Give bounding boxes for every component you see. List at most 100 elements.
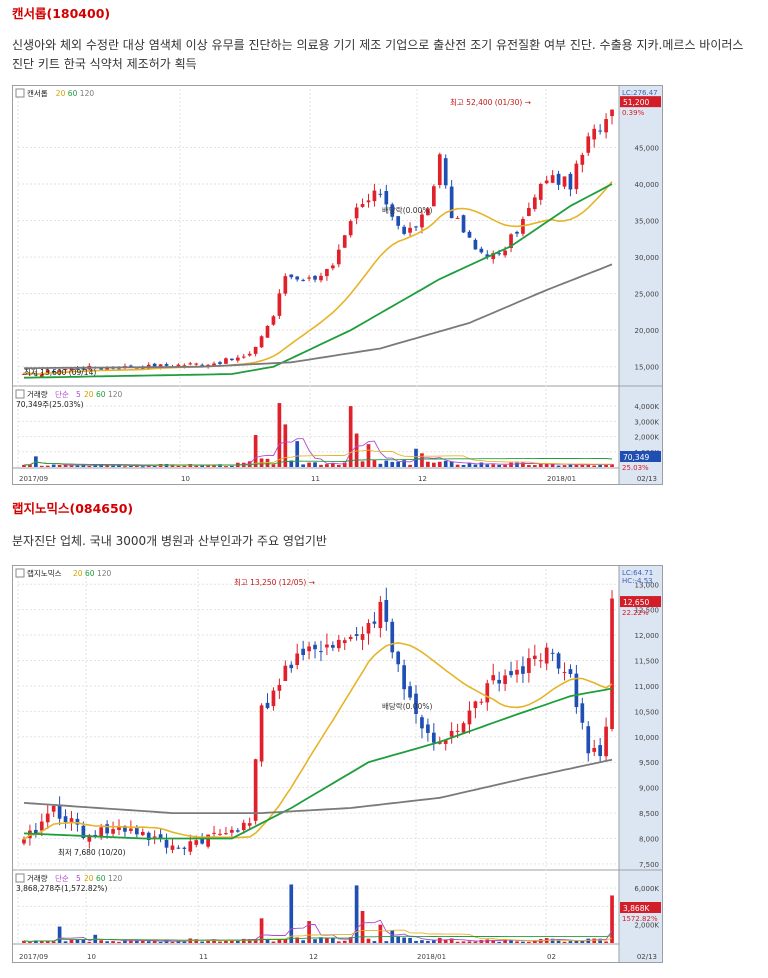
- candle-body: [378, 601, 383, 629]
- volume-bar: [426, 461, 430, 467]
- chart-frame: [12, 85, 663, 485]
- main-legend: 캔서롭 20 60 120: [15, 88, 94, 98]
- candle-body: [22, 373, 26, 375]
- candle-body: [449, 730, 454, 737]
- candle-body: [443, 158, 448, 186]
- candle-body: [75, 368, 80, 370]
- last-volume-pct: 1572.82%: [622, 915, 658, 923]
- volume-bar: [212, 465, 216, 467]
- volume-bar: [200, 941, 205, 943]
- candle-body: [331, 265, 335, 269]
- volume-bar: [99, 940, 104, 943]
- candle-body: [259, 705, 264, 762]
- candle-body: [123, 826, 127, 832]
- candle-body: [117, 368, 121, 370]
- volume-bar: [277, 403, 282, 467]
- candle-body: [63, 816, 68, 823]
- candle-body: [99, 368, 104, 370]
- candle-body: [307, 646, 311, 652]
- volume-bar: [289, 460, 294, 467]
- volume-bar: [515, 462, 519, 467]
- volume-bar: [75, 939, 80, 943]
- volume-bar: [123, 466, 127, 468]
- volume-bar: [51, 464, 56, 467]
- volume-bar: [331, 462, 335, 467]
- volume-bar: [408, 937, 412, 943]
- volume-bar: [45, 941, 50, 943]
- legend-ma-120: 120: [97, 569, 112, 578]
- volume-bar: [396, 461, 401, 467]
- volume-bar: [105, 465, 109, 467]
- volume-ma-60-line: [23, 457, 613, 466]
- volume-legend-ma-label: 단순: [55, 389, 69, 399]
- volume-legend: 거래량 단순 5 20 60 120: [15, 873, 123, 883]
- candle-body: [319, 275, 323, 281]
- main-legend: 랩지노믹스 20 60 120: [15, 568, 112, 578]
- volume-bar: [384, 941, 389, 943]
- y-tick-label: 8,000: [639, 835, 659, 843]
- volume-bar: [111, 941, 115, 943]
- candle-body: [200, 838, 205, 844]
- y-tick-label: 8,500: [639, 810, 659, 818]
- volume-bar: [443, 460, 448, 467]
- ma-120-line: [23, 263, 613, 370]
- volume-bar: [431, 940, 436, 943]
- candle-body: [586, 136, 591, 153]
- candle-body: [313, 275, 317, 280]
- stock-title-2: 랩지노믹스(084650): [12, 501, 134, 516]
- y-tick-label: 7,500: [639, 861, 659, 869]
- volume-bar: [402, 460, 406, 467]
- volume-bar: [224, 940, 228, 943]
- stock-description-1: 신생아와 체외 수정란 대상 염색체 이상 유무를 진단하는 의료용 기기 제조…: [12, 38, 744, 71]
- stock-chart-2: 7,500 8,000 8,500 9,000 9,500 10,000 10,500 11,…: [12, 565, 663, 963]
- y-tick-label: 30,000: [635, 254, 660, 262]
- candle-body: [473, 239, 478, 250]
- volume-bar: [295, 937, 300, 943]
- last-price-box: [620, 96, 661, 108]
- volume-bar: [497, 464, 502, 467]
- candle-body: [194, 840, 199, 845]
- last-volume-pct: 25.03%: [622, 464, 649, 472]
- candle-body: [550, 652, 555, 654]
- volume-bar: [69, 465, 74, 467]
- volume-bar: [348, 937, 353, 943]
- volume-bar: [307, 921, 311, 943]
- volume-bar: [230, 939, 234, 943]
- volume-bar: [538, 463, 543, 467]
- dividend-annotation: 배당락(0.00%): [382, 701, 432, 711]
- candle-body: [509, 234, 513, 249]
- candle-body: [188, 841, 193, 852]
- candle-body: [152, 363, 157, 368]
- volume-bar: [93, 464, 98, 467]
- candle-body: [313, 644, 317, 650]
- candle-body: [271, 316, 276, 325]
- volume-bar: [598, 464, 602, 467]
- candle-body: [253, 346, 258, 354]
- candle-body: [598, 130, 602, 132]
- candle-body: [414, 226, 418, 228]
- volume-bar: [491, 464, 496, 467]
- legend-ma-60: 60: [68, 89, 78, 98]
- x-tick-label: 12: [309, 953, 318, 961]
- volume-bar: [271, 941, 276, 943]
- volume-bar: [426, 940, 430, 943]
- volume-bar: [437, 461, 442, 467]
- volume-bar: [87, 466, 92, 468]
- volume-bar: [574, 940, 579, 943]
- volume-bar: [360, 911, 365, 943]
- candle-body: [200, 364, 205, 366]
- ma-20-line: [23, 181, 613, 375]
- candle-body: [164, 839, 169, 848]
- volume-bar: [170, 941, 175, 943]
- volume-bar: [325, 464, 329, 467]
- candle-body: [336, 639, 341, 649]
- x-tick-label: 12: [418, 475, 427, 483]
- volume-bar: [366, 938, 371, 943]
- volume-bar: [319, 464, 323, 467]
- candle-body: [206, 834, 210, 847]
- candle-body: [390, 204, 395, 217]
- candle-body: [87, 835, 92, 842]
- candle-body: [455, 730, 460, 732]
- volume-bar: [57, 464, 62, 467]
- candle-body: [69, 818, 74, 823]
